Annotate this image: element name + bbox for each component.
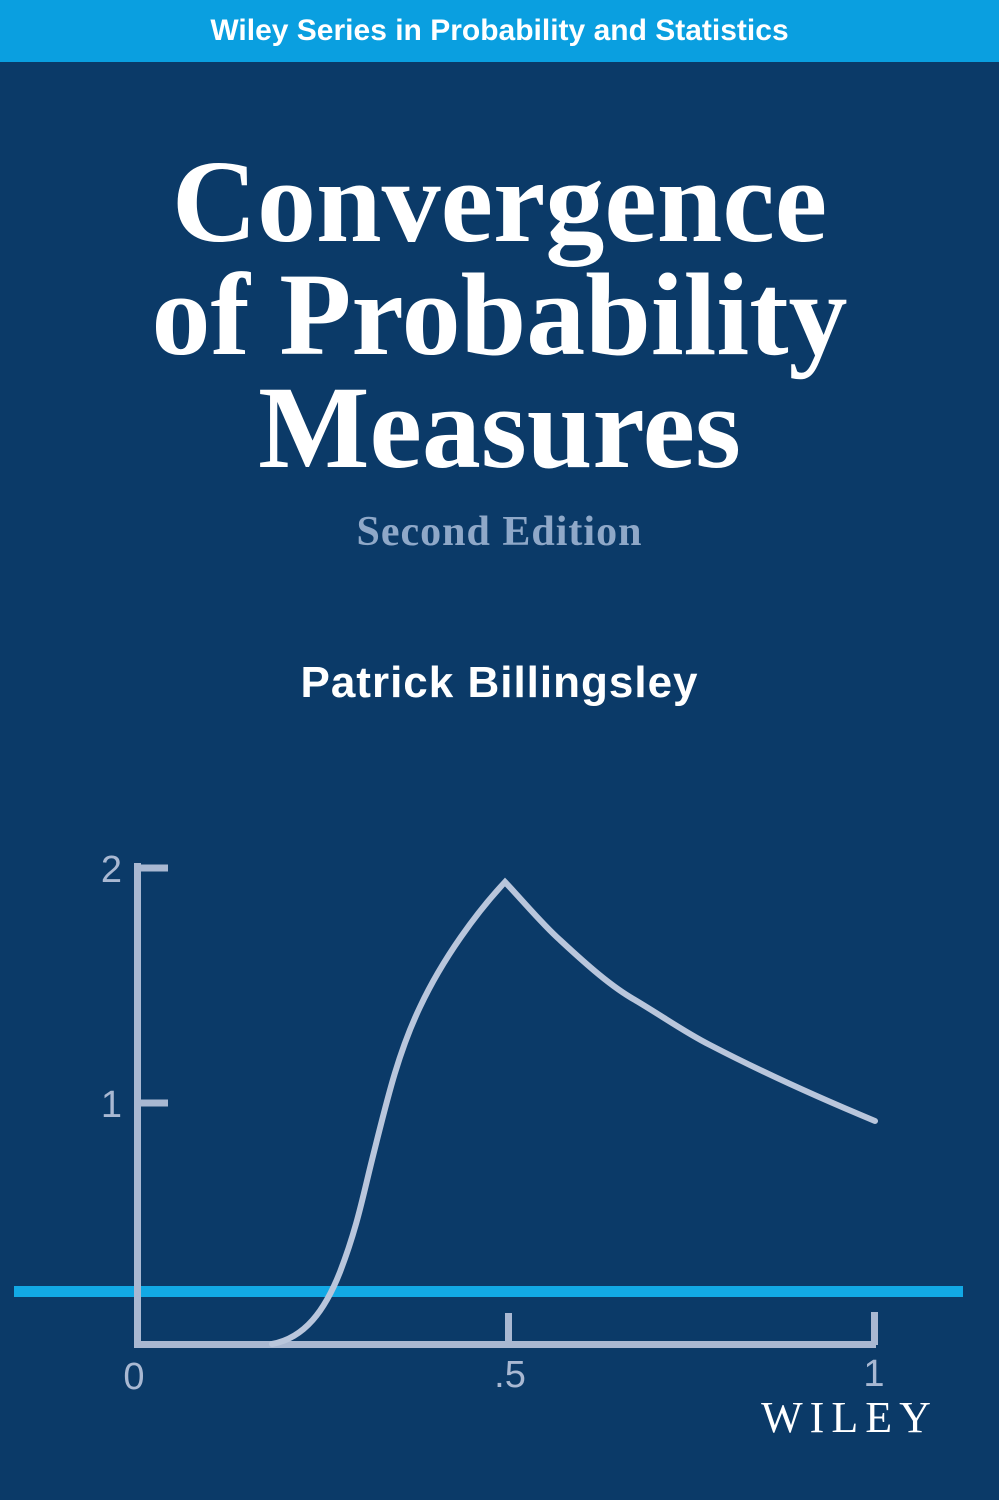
book-title: Convergence of Probability Measures <box>0 136 999 493</box>
x-tick-label-half: .5 <box>494 1354 526 1396</box>
density-curve <box>269 877 878 1347</box>
edition-label: Second Edition <box>356 509 643 555</box>
title-line-3: Measures <box>258 362 741 493</box>
title-line-2: of Probability <box>151 249 848 380</box>
y-tick-label-2: 2 <box>101 849 122 891</box>
wiley-logo: WILEY <box>761 1393 938 1442</box>
author-name: Patrick Billingsley <box>300 658 699 707</box>
x-tick-label-0: 0 <box>123 1356 144 1398</box>
x-tick-label-1: 1 <box>863 1353 884 1395</box>
accent-stripe <box>14 1286 963 1297</box>
series-banner: Wiley Series in Probability and Statisti… <box>0 0 999 62</box>
series-banner-text: Wiley Series in Probability and Statisti… <box>210 14 789 47</box>
title-line-1: Convergence <box>171 136 828 267</box>
y-tick-label-1: 1 <box>101 1084 122 1126</box>
